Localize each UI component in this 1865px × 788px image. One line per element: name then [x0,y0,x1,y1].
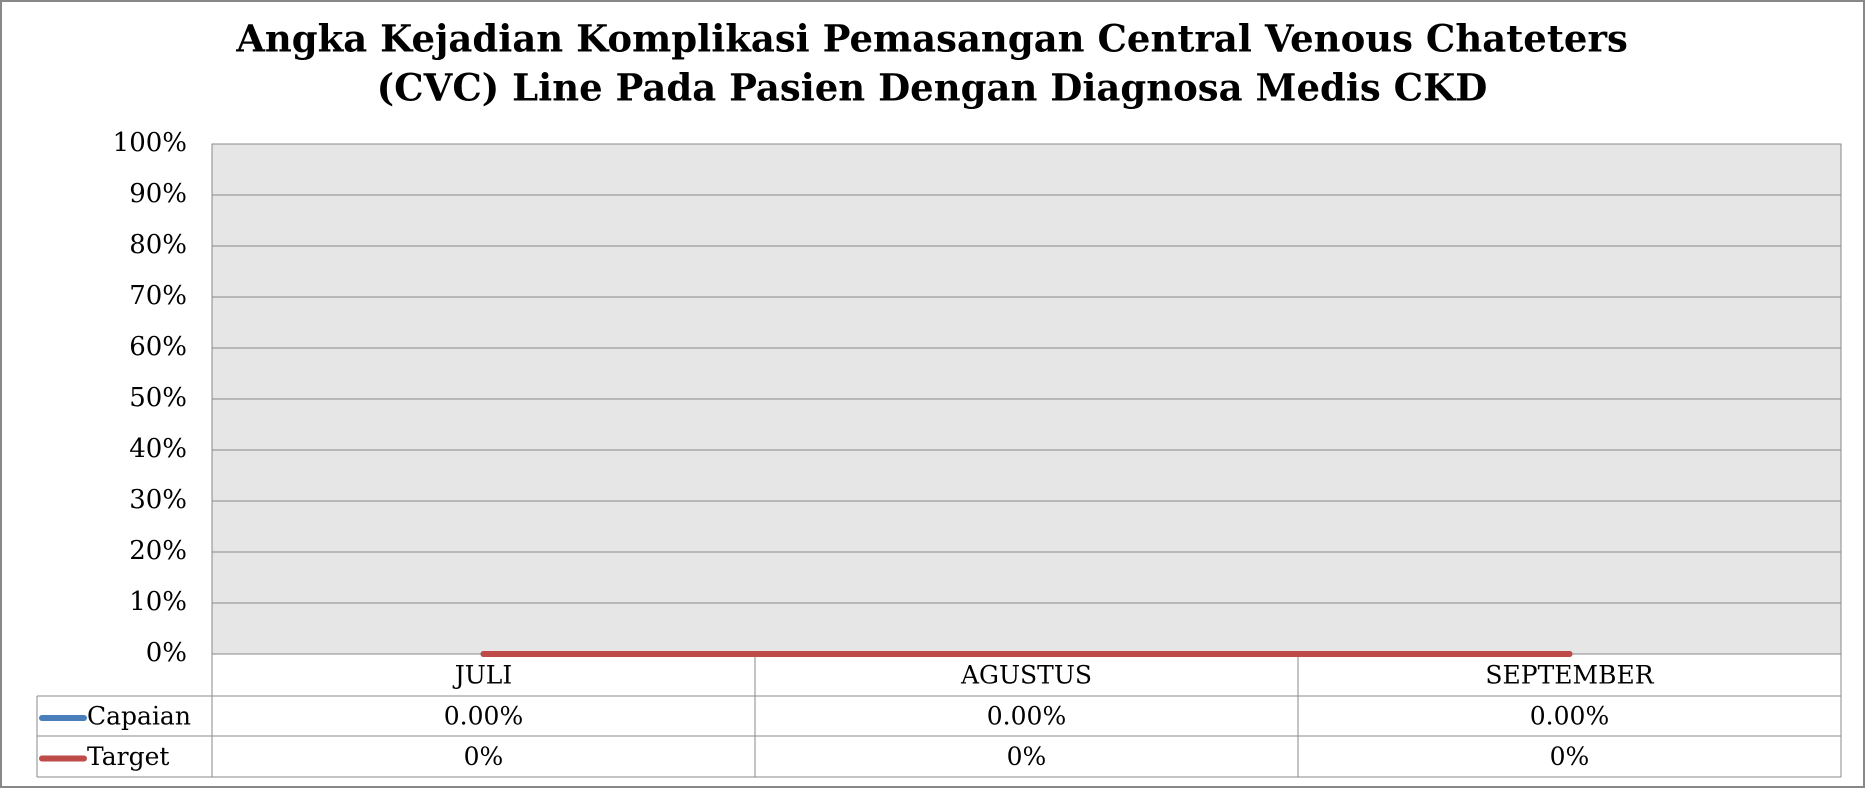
y-tick-label: 20% [129,536,187,566]
x-tick-label: JULI [452,661,513,690]
x-tick-label: AGUSTUS [960,661,1092,690]
y-tick-label: 60% [129,332,187,362]
y-tick-label: 90% [129,179,187,209]
data-label: 0% [464,742,504,771]
chart-title: Angka Kejadian Komplikasi Pemasangan Cen… [235,17,1628,61]
data-label: 0.00% [987,702,1066,731]
chart-title: (CVC) Line Pada Pasien Dengan Diagnosa M… [377,66,1488,110]
legend-label: Capaian [87,702,191,731]
data-label: 0% [1550,742,1590,771]
y-tick-label: 100% [113,128,187,158]
y-tick-label: 80% [129,230,187,260]
data-label: 0% [1007,742,1047,771]
data-label: 0.00% [1530,702,1609,731]
y-tick-label: 10% [129,587,187,617]
y-tick-label: 40% [129,434,187,464]
y-tick-label: 50% [129,383,187,413]
y-tick-label: 70% [129,281,187,311]
y-tick-label: 0% [146,638,187,668]
data-label: 0.00% [444,702,523,731]
legend-label: Target [87,742,169,771]
y-tick-label: 30% [129,485,187,515]
x-tick-label: SEPTEMBER [1485,661,1654,690]
